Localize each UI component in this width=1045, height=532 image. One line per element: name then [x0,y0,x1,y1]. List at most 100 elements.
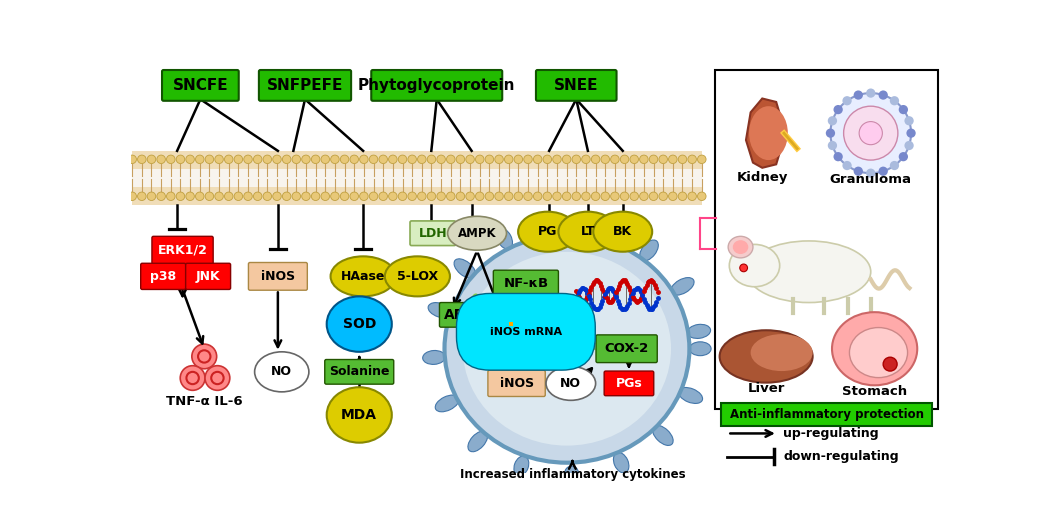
Circle shape [659,155,668,163]
Circle shape [273,192,281,201]
Circle shape [649,155,657,163]
Circle shape [215,155,224,163]
Circle shape [842,96,852,105]
Circle shape [369,155,378,163]
Ellipse shape [547,367,596,400]
Circle shape [437,155,445,163]
Ellipse shape [750,334,813,371]
Circle shape [446,155,455,163]
Ellipse shape [518,212,577,252]
Text: up-regulating: up-regulating [783,427,879,440]
FancyBboxPatch shape [162,70,238,101]
Circle shape [254,192,262,201]
Circle shape [195,192,204,201]
Ellipse shape [729,244,780,287]
Circle shape [311,192,320,201]
Text: Kidney: Kidney [737,171,788,184]
Circle shape [254,155,262,163]
Circle shape [398,155,407,163]
Text: 5-LOX: 5-LOX [397,270,438,283]
Circle shape [243,192,252,201]
Circle shape [418,155,426,163]
Circle shape [669,155,677,163]
Circle shape [205,365,230,390]
Circle shape [408,192,416,201]
Circle shape [205,155,213,163]
Ellipse shape [255,352,309,392]
Circle shape [543,155,552,163]
Circle shape [186,155,194,163]
Text: iNOS: iNOS [261,270,295,283]
FancyBboxPatch shape [596,335,657,363]
Circle shape [457,192,465,201]
Ellipse shape [613,453,629,473]
Circle shape [879,90,888,99]
Circle shape [321,155,329,163]
Circle shape [591,155,600,163]
Ellipse shape [594,212,652,252]
Circle shape [866,88,876,98]
Circle shape [341,155,349,163]
Circle shape [591,192,600,201]
Text: iNOS: iNOS [500,377,534,390]
Circle shape [610,155,620,163]
Circle shape [842,161,852,170]
Circle shape [379,192,388,201]
Text: LT: LT [581,225,595,238]
Circle shape [562,192,571,201]
Circle shape [621,192,629,201]
Circle shape [138,192,146,201]
Circle shape [640,192,648,201]
Circle shape [157,192,165,201]
Ellipse shape [749,106,788,160]
Ellipse shape [385,256,450,296]
Text: Solanine: Solanine [329,365,390,378]
Circle shape [457,155,465,163]
Circle shape [630,155,638,163]
Circle shape [263,155,272,163]
Text: COX-2: COX-2 [604,342,649,355]
Circle shape [466,155,474,163]
Text: HAase: HAase [341,270,386,283]
Circle shape [292,192,301,201]
Circle shape [138,155,146,163]
Circle shape [889,96,899,105]
Circle shape [418,192,426,201]
Text: AMPK: AMPK [458,227,496,240]
Ellipse shape [468,431,488,452]
Circle shape [330,155,340,163]
Text: ERK1/2: ERK1/2 [158,244,208,256]
Text: MDA: MDA [342,408,377,422]
Circle shape [659,192,668,201]
Text: TNF-α IL-6: TNF-α IL-6 [166,395,242,408]
Circle shape [321,192,329,201]
Circle shape [610,192,620,201]
Circle shape [302,155,310,163]
Circle shape [899,105,908,114]
Circle shape [389,155,397,163]
Circle shape [427,155,436,163]
Circle shape [505,192,513,201]
Circle shape [582,155,590,163]
Text: SOD: SOD [343,317,376,331]
Circle shape [828,116,837,126]
Circle shape [466,192,474,201]
Text: SNEE: SNEE [554,78,599,93]
Ellipse shape [514,456,529,476]
Circle shape [127,192,137,201]
Circle shape [147,155,156,163]
Ellipse shape [640,240,658,261]
Ellipse shape [720,330,813,383]
Circle shape [906,129,915,138]
FancyBboxPatch shape [152,236,213,264]
Circle shape [678,155,687,163]
Circle shape [899,152,908,161]
Circle shape [485,192,493,201]
Circle shape [330,192,340,201]
Circle shape [359,155,368,163]
Ellipse shape [447,217,507,250]
Circle shape [854,90,863,99]
Circle shape [859,122,882,145]
Text: Liver: Liver [747,383,785,395]
Ellipse shape [850,328,907,378]
